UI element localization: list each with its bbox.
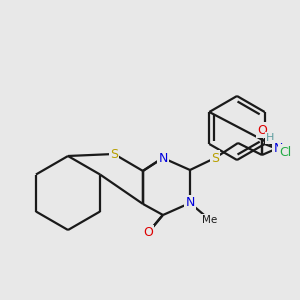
Text: H: H: [266, 133, 274, 143]
Text: S: S: [110, 148, 118, 160]
Text: N: N: [185, 196, 195, 209]
Text: Me: Me: [202, 215, 217, 225]
Text: O: O: [257, 124, 267, 136]
Text: N: N: [158, 152, 168, 164]
Text: O: O: [143, 226, 153, 239]
Text: Cl: Cl: [279, 146, 291, 158]
Text: N: N: [273, 142, 283, 154]
Text: S: S: [211, 152, 219, 164]
